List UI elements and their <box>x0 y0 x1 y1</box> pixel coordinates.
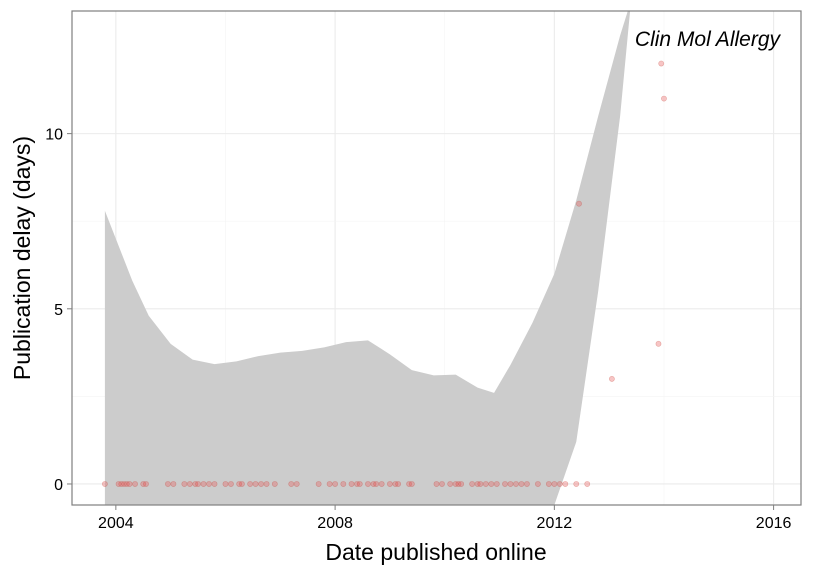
data-point <box>211 481 218 487</box>
data-point <box>474 481 481 487</box>
data-point <box>239 481 245 487</box>
data-point <box>118 481 125 487</box>
data-point <box>502 481 508 487</box>
data-point <box>186 481 193 487</box>
data-point <box>348 481 355 487</box>
x-tick-label: 2004 <box>98 515 134 532</box>
data-point <box>288 481 295 487</box>
data-point <box>315 481 322 487</box>
data-point <box>493 481 500 487</box>
data-point <box>518 481 525 487</box>
data-point <box>439 481 445 487</box>
data-point <box>447 481 454 487</box>
smooth-confidence-band <box>104 11 631 505</box>
data-point <box>206 481 212 487</box>
data-point <box>584 481 591 487</box>
y-axis-title: Publication delay (days) <box>9 136 35 380</box>
data-point <box>562 481 569 487</box>
panel-annotation: Clin Mol Allergy <box>635 28 782 51</box>
data-point <box>576 200 582 207</box>
y-tick-label: 10 <box>45 127 63 144</box>
data-point <box>263 481 270 487</box>
data-point <box>387 481 393 487</box>
data-point <box>433 481 440 487</box>
data-point <box>658 60 665 67</box>
data-point <box>477 481 484 487</box>
data-point <box>373 481 380 487</box>
data-point <box>332 481 338 487</box>
data-point <box>482 481 489 487</box>
data-point <box>551 481 558 487</box>
data-point <box>535 481 541 487</box>
data-point <box>356 481 363 487</box>
x-tick-label: 2008 <box>317 515 353 532</box>
data-point <box>247 481 254 487</box>
data-point <box>222 481 229 487</box>
panel-border <box>71 10 802 506</box>
data-point <box>406 481 412 487</box>
data-point <box>326 481 333 487</box>
data-point <box>661 95 667 102</box>
data-point <box>524 481 530 487</box>
data-point <box>258 481 265 487</box>
data-point <box>271 481 278 487</box>
data-point <box>126 481 133 487</box>
data-point <box>121 481 127 487</box>
data-point <box>228 481 234 487</box>
data-point <box>195 481 201 487</box>
data-point <box>236 481 243 487</box>
data-point <box>293 481 300 487</box>
data-point <box>488 481 495 487</box>
y-tick-label: 5 <box>54 302 63 319</box>
data-point <box>200 481 207 487</box>
data-point <box>513 481 519 487</box>
data-point <box>340 481 347 487</box>
data-point <box>140 481 147 487</box>
data-point <box>408 481 415 487</box>
data-point <box>392 481 399 487</box>
data-point <box>365 481 371 487</box>
data-point <box>143 481 149 487</box>
data-point <box>165 481 171 487</box>
data-point <box>370 481 377 487</box>
data-point <box>170 481 177 487</box>
data-point <box>608 375 615 382</box>
data-point <box>123 481 130 487</box>
data-point <box>115 481 122 487</box>
x-tick-label: 2012 <box>537 515 573 532</box>
data-point <box>458 481 465 487</box>
data-point <box>507 481 514 487</box>
data-point <box>395 481 402 487</box>
x-axis-title: Date published online <box>325 539 546 565</box>
x-axis: 2004 2008 2012 2016 <box>98 505 791 532</box>
data-point <box>192 481 199 487</box>
y-axis: 0 5 10 <box>45 127 72 494</box>
data-point <box>101 481 108 487</box>
data-point <box>181 481 188 487</box>
y-tick-label: 0 <box>54 477 63 494</box>
data-point <box>573 481 580 487</box>
data-point <box>452 481 459 487</box>
data-points <box>101 60 667 487</box>
x-tick-label: 2016 <box>756 515 792 532</box>
data-point <box>545 481 552 487</box>
data-point <box>469 481 476 487</box>
data-point <box>354 481 360 487</box>
data-point <box>556 481 563 487</box>
data-point <box>378 481 385 487</box>
data-point <box>655 340 662 347</box>
data-point <box>132 481 138 487</box>
data-point <box>455 481 462 487</box>
data-point <box>252 481 259 487</box>
